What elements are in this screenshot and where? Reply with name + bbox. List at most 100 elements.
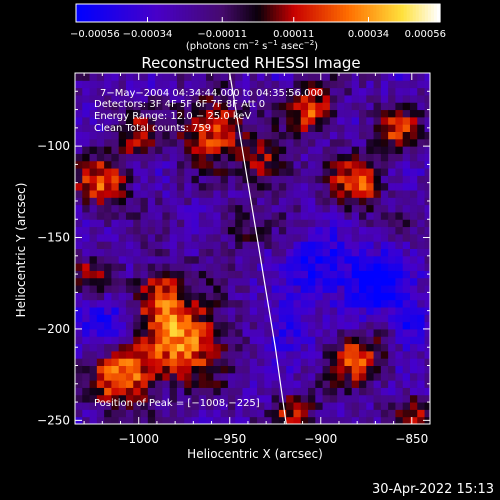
heatmap-cell [206, 197, 214, 206]
colorbar-segment [88, 4, 92, 22]
heatmap-cell [344, 343, 353, 352]
heatmap-cell [75, 263, 83, 271]
heatmap-cell [206, 248, 214, 257]
heatmap-cell [176, 160, 185, 169]
heatmap-cell [308, 372, 316, 381]
heatmap-cell [133, 197, 142, 206]
heatmap-cell [147, 416, 156, 424]
heatmap-cell [373, 409, 382, 418]
heatmap-cell [184, 182, 193, 191]
heatmap-cell [220, 387, 229, 396]
heatmap-cell [249, 248, 258, 257]
heatmap-cell [155, 380, 163, 388]
heatmap-cell [286, 270, 294, 279]
heatmap-cell [359, 409, 367, 418]
heatmap-cell [322, 182, 331, 191]
heatmap-cell [155, 219, 163, 228]
heatmap-cell [104, 102, 112, 111]
heatmap-cell [380, 402, 389, 410]
heatmap-cell [191, 350, 200, 359]
heatmap-cell [82, 314, 91, 323]
heatmap-cell [344, 153, 353, 162]
heatmap-cell [249, 299, 258, 308]
heatmap-cell [82, 263, 91, 271]
heatmap-cell [235, 372, 243, 381]
heatmap-cell [271, 358, 280, 366]
heatmap-cell [278, 402, 287, 410]
heatmap-cell [140, 277, 149, 286]
heatmap-cell [184, 131, 193, 140]
colorbar-tick-label: −0.00034 [123, 29, 173, 40]
heatmap-cell [82, 175, 91, 184]
heatmap-cell [257, 204, 265, 213]
heatmap-cell [118, 138, 127, 147]
heatmap-cell [249, 204, 258, 213]
colorbar-tick-label: 0.00056 [405, 29, 446, 40]
colorbar-segment [261, 4, 265, 22]
heatmap-cell [176, 372, 185, 381]
heatmap-cell [271, 285, 280, 293]
heatmap-cell [82, 138, 91, 147]
heatmap-cell [388, 343, 396, 352]
heatmap-cell [366, 226, 375, 235]
heatmap-cell [300, 365, 309, 374]
heatmap-cell [286, 248, 294, 257]
heatmap-cell [278, 131, 287, 140]
heatmap-cell [257, 416, 265, 424]
colorbar-segment [124, 4, 129, 22]
heatmap-cell [235, 394, 243, 403]
heatmap-cell [329, 204, 338, 213]
heatmap-cell [176, 402, 185, 410]
heatmap-cell [111, 241, 120, 249]
heatmap-cell [111, 299, 120, 308]
heatmap-cell [257, 168, 265, 176]
heatmap-cell [184, 197, 193, 206]
heatmap-cell [424, 402, 430, 410]
heatmap-cell [293, 182, 302, 191]
heatmap-cell [417, 292, 426, 301]
heatmap-cell [198, 204, 207, 213]
heatmap-cell [388, 402, 396, 410]
heatmap-cell [257, 307, 265, 315]
heatmap-cell [351, 211, 360, 220]
heatmap-cell [409, 116, 418, 125]
heatmap-cell [351, 416, 360, 424]
heatmap-cell [286, 146, 294, 154]
heatmap-cell [293, 138, 302, 147]
heatmap-cell [249, 409, 258, 418]
heatmap-cell [337, 365, 345, 374]
heatmap-cell [388, 153, 396, 162]
heatmap-cell [198, 153, 207, 162]
heatmap-cell [235, 241, 243, 249]
heatmap-cell [380, 211, 389, 220]
colorbar-segment [173, 4, 177, 22]
heatmap-cell [286, 131, 294, 140]
heatmap-cell [300, 226, 309, 235]
heatmap-cell [395, 292, 404, 301]
heatmap-cell [402, 270, 411, 279]
heatmap-cell [264, 80, 273, 89]
heatmap-cell [191, 182, 200, 191]
heatmap-cell [242, 94, 251, 103]
heatmap-cell [125, 175, 134, 184]
heatmap-cell [184, 416, 193, 424]
heatmap-cell [373, 226, 382, 235]
heatmap-cell [300, 277, 309, 286]
heatmap-cell [155, 328, 163, 337]
heatmap-cell [366, 131, 375, 140]
heatmap-cell [104, 131, 112, 140]
heatmap-cell [395, 270, 404, 279]
heatmap-cell [293, 314, 302, 323]
heatmap-cell [402, 328, 411, 337]
heatmap-cell [286, 219, 294, 228]
heatmap-cell [380, 94, 389, 103]
heatmap-cell [373, 219, 382, 228]
heatmap-cell [82, 168, 91, 176]
heatmap-cell [322, 350, 331, 359]
heatmap-cell [380, 263, 389, 271]
heatmap-cell [125, 328, 134, 337]
heatmap-cell [257, 94, 265, 103]
heatmap-cell [140, 138, 149, 147]
heatmap-cell [104, 80, 112, 89]
heatmap-cell [227, 226, 236, 235]
